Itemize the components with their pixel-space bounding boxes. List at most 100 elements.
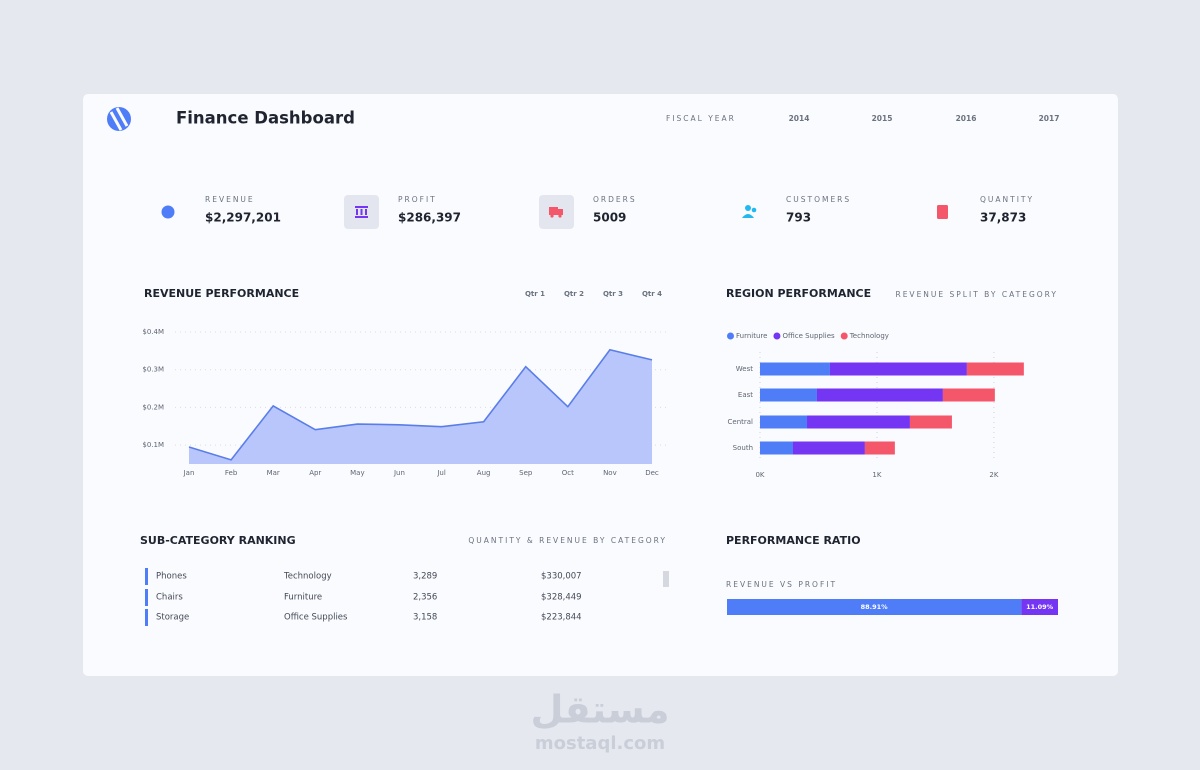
ratio-segment (1021, 599, 1058, 615)
line (188, 348, 653, 461)
watermark: مستقل (531, 688, 670, 732)
title: Finance Dashboard (176, 109, 355, 128)
table-cell: Phones (156, 572, 187, 582)
quarter-button[interactable]: Qtr 2 (564, 290, 584, 298)
bar-segment (816, 388, 943, 402)
legend-label: Technology (849, 332, 889, 340)
legend-label: Office Supplies (782, 332, 835, 340)
kpi-value: $286,397 (398, 211, 461, 225)
logo (107, 107, 131, 131)
area (189, 349, 652, 464)
bar-segment (966, 362, 1024, 376)
profit-icon (355, 206, 368, 218)
table-cell: 3,158 (413, 613, 437, 623)
bar-segment (909, 415, 952, 429)
x-tick-label: Oct (562, 469, 574, 477)
x-tick-label: Apr (309, 469, 321, 477)
x-tick-label: 0K (755, 471, 764, 479)
orders-icon (549, 207, 563, 218)
fiscal-year-option[interactable]: 2017 (1039, 114, 1060, 123)
legend-dot (840, 332, 848, 340)
legend-dot (727, 332, 734, 340)
x-tick-label: 2K (989, 471, 998, 479)
chart-subtitle: REVENUE VS PROFIT (726, 580, 837, 589)
kpi-label: CUSTOMERS (786, 195, 851, 204)
table-cell: Chairs (156, 593, 183, 603)
table-cell: $328,449 (541, 593, 582, 603)
fiscal-year-option[interactable]: 2015 (872, 114, 893, 123)
bar-segment (807, 415, 910, 429)
kpi-label: PROFIT (398, 195, 437, 204)
kpi-label: REVENUE (205, 195, 255, 204)
bar-segment (760, 415, 808, 429)
y-tick-label: $0.1M (142, 441, 164, 449)
bar-segment (792, 441, 865, 455)
kpi-value: 5009 (593, 211, 626, 225)
quantity-icon (937, 205, 948, 219)
data-label: 11.09% (1026, 603, 1054, 611)
bar-segment (760, 362, 830, 376)
x-tick-label: 1K (872, 471, 881, 479)
table-cell: 3,289 (413, 572, 437, 582)
watermark: mostaql.com (535, 733, 665, 754)
x-tick-label: Jul (436, 469, 446, 477)
legend-dot (773, 332, 781, 340)
chart-title: REVENUE PERFORMANCE (144, 287, 299, 300)
x-tick-label: Aug (477, 469, 491, 477)
ratio-segment (727, 599, 1022, 615)
table-subtitle: QUANTITY & REVENUE BY CATEGORY (468, 536, 667, 545)
bar-segment (760, 388, 817, 402)
kpi-label: QUANTITY (980, 195, 1034, 204)
row-marker (145, 568, 148, 585)
y-tick-label: East (738, 391, 753, 399)
customers-icon (742, 205, 757, 218)
y-tick-label: South (733, 444, 753, 452)
row-marker (145, 589, 148, 606)
fiscal-year-option[interactable]: 2014 (789, 114, 810, 123)
fiscal-year-option[interactable]: 2016 (956, 114, 977, 123)
x-tick-label: Dec (645, 469, 659, 477)
scrollbar (663, 571, 669, 587)
x-tick-label: Mar (267, 469, 280, 477)
table-cell: Furniture (284, 593, 322, 603)
y-tick-label: West (736, 365, 753, 373)
bar-segment (760, 441, 793, 455)
kpi-value: 793 (786, 211, 811, 225)
bar-segment (829, 362, 967, 376)
data-label: 88.91% (861, 603, 889, 611)
row-marker (145, 609, 148, 626)
revenue-icon (161, 205, 175, 219)
table-cell: $223,844 (541, 613, 582, 623)
table-title: SUB-CATEGORY RANKING (140, 534, 296, 547)
kpi-value: 37,873 (980, 211, 1026, 225)
table-cell: Technology (283, 572, 332, 582)
kpi-value: $2,297,201 (205, 211, 281, 225)
table-cell: Storage (156, 613, 189, 623)
x-tick-label: Jun (393, 469, 405, 477)
x-tick-label: Nov (603, 469, 617, 477)
y-tick-label: $0.2M (142, 403, 164, 411)
bar-segment (942, 388, 995, 402)
chart-title: PERFORMANCE RATIO (726, 534, 861, 547)
table-cell: $330,007 (541, 572, 582, 582)
x-tick-label: Jan (183, 469, 195, 477)
quarter-button[interactable]: Qtr 4 (642, 290, 662, 298)
fiscal-year-label: FISCAL YEAR (666, 114, 736, 123)
bar-segment (864, 441, 895, 455)
y-tick-label: $0.4M (142, 328, 164, 336)
chart-title: REGION PERFORMANCE (726, 287, 871, 300)
y-tick-label: $0.3M (142, 366, 164, 374)
table-cell: 2,356 (413, 593, 437, 603)
quarter-button[interactable]: Qtr 1 (525, 290, 545, 298)
x-tick-label: May (350, 469, 364, 477)
table-cell: Office Supplies (284, 613, 348, 623)
legend-label: Furniture (736, 332, 767, 340)
kpi-label: ORDERS (593, 195, 637, 204)
quarter-button[interactable]: Qtr 3 (603, 290, 623, 298)
x-tick-label: Feb (225, 469, 238, 477)
chart-subtitle: REVENUE SPLIT BY CATEGORY (895, 290, 1058, 299)
y-tick-label: Central (728, 418, 754, 426)
x-tick-label: Sep (519, 469, 533, 477)
